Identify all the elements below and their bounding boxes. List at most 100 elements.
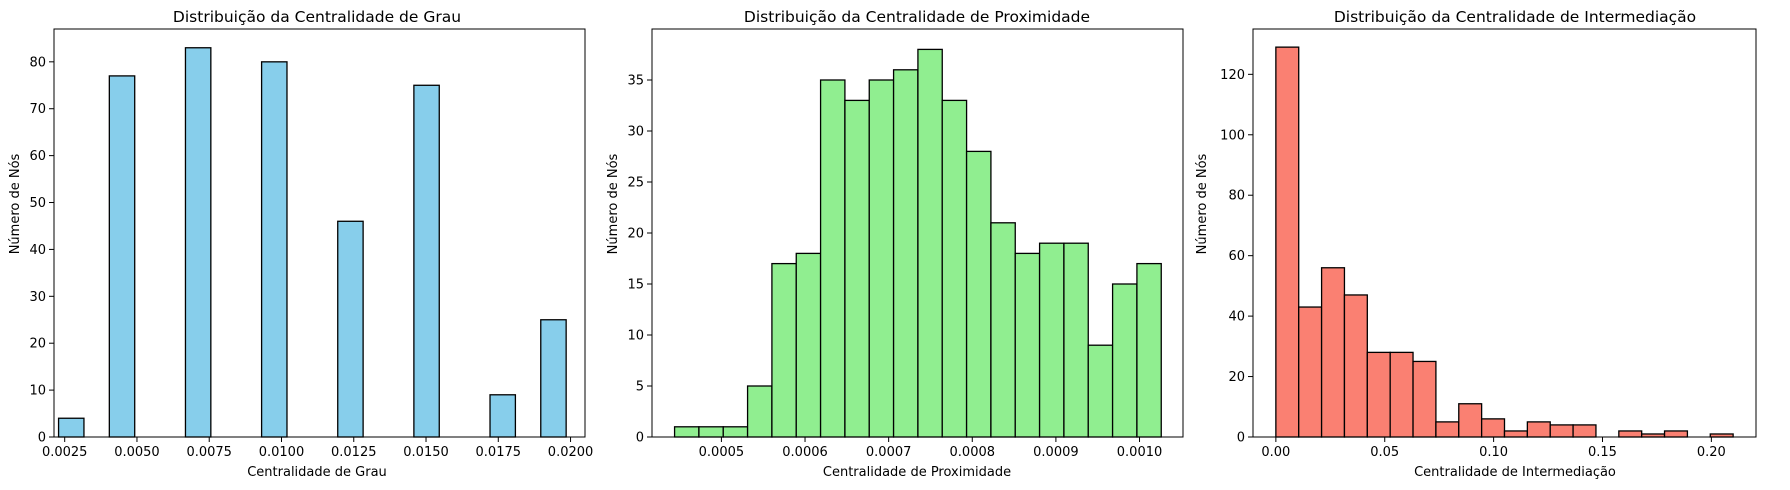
plot-area: 0.0025 0.0050 0.0075 0.0100 0.0125 0.0150 0.01… (29, 28, 594, 460)
histogram-bar (746, 385, 773, 438)
histogram-bar (57, 417, 85, 438)
histogram-bar (892, 69, 919, 438)
y-tick-label: 40 (29, 243, 46, 258)
closeness-centrality-histogram: Distribuição da Centralidade de Proximid… (606, 8, 1184, 480)
x-tick-label: 0.10 (1479, 445, 1508, 460)
histogram-bar (698, 426, 724, 438)
chart-title: Distribuição da Centralidade de Intermed… (1334, 8, 1696, 26)
histogram-bar (673, 426, 700, 438)
x-tick-label: 0.0175 (476, 445, 522, 460)
histogram-bar (1435, 421, 1460, 438)
x-tick-label: 0.0050 (114, 445, 160, 460)
histogram-bar (941, 99, 968, 438)
degree-centrality-histogram: Distribuição da Centralidade de Grau 0.0… (8, 8, 593, 480)
histogram-bar (489, 394, 517, 438)
chart-title: Distribuição da Centralidade de Proximid… (744, 8, 1090, 26)
axes-frame (53, 28, 586, 438)
y-axis-label: Número de Nós (606, 153, 621, 254)
x-tick-label: 0.15 (1588, 445, 1617, 460)
histogram-bar (965, 150, 992, 438)
y-tick-label: 20 (627, 227, 644, 242)
histogram-bar (1275, 46, 1300, 438)
histogram-bar (184, 47, 212, 438)
histogram-bar (1343, 294, 1368, 438)
histogram-bar (1412, 360, 1437, 438)
histogram-bar (540, 319, 567, 438)
y-tick-label: 0 (636, 431, 644, 446)
x-axis-label: Centralidade de Intermediação (1414, 465, 1616, 480)
y-tick-label: 80 (1228, 189, 1245, 204)
y-tick-label: 0 (1237, 431, 1245, 446)
histogram-bar (1063, 242, 1089, 438)
betweenness-centrality-histogram: Distribuição da Centralidade de Intermed… (1195, 8, 1757, 480)
y-tick-label: 10 (29, 384, 46, 399)
y-tick-label: 25 (627, 176, 644, 191)
y-axis-label: Número de Nós (8, 153, 23, 254)
y-tick-label: 20 (1228, 370, 1245, 385)
histogram-bar (1572, 424, 1597, 438)
y-tick-label: 10 (627, 329, 644, 344)
histogram-bar (1136, 262, 1162, 438)
y-tick-label: 70 (29, 102, 46, 117)
plot-area: 0.0005 0.0006 0.0007 0.0008 0.0009 0.0010 0 5 10… (627, 28, 1184, 460)
x-tick-label: 0.0008 (950, 445, 996, 460)
x-tick-label: 0.05 (1370, 445, 1399, 460)
y-tick-label: 15 (627, 278, 644, 293)
x-tick-label: 0.0010 (1117, 445, 1163, 460)
y-tick-label: 60 (1228, 249, 1245, 264)
x-tick-label: 0.0006 (782, 445, 828, 460)
histogram-bar (844, 99, 870, 438)
y-tick-label: 60 (29, 149, 46, 164)
y-tick-label: 120 (1220, 68, 1245, 83)
x-tick-label: 0.0075 (186, 445, 232, 460)
y-tick-label: 30 (29, 290, 46, 305)
histogram-bar (1111, 283, 1138, 438)
histogram-bar (795, 252, 822, 438)
x-tick-label: 0.0150 (403, 445, 449, 460)
histogram-bar (1458, 403, 1483, 438)
x-tick-label: 0.0200 (548, 445, 594, 460)
x-tick-label: 0.00 (1261, 445, 1290, 460)
histogram-bar (1366, 351, 1391, 438)
x-tick-label: 0.20 (1697, 445, 1726, 460)
histogram-bar (1480, 418, 1506, 438)
y-tick-label: 50 (29, 196, 46, 211)
histogram-bar (990, 222, 1016, 438)
histogram-bar (1320, 267, 1346, 438)
histogram-bar (722, 426, 749, 438)
histogram-bar (1298, 306, 1323, 438)
histogram-bar (1503, 430, 1529, 438)
x-tick-label: 0.0100 (259, 445, 305, 460)
x-tick-label: 0.0007 (866, 445, 912, 460)
histogram-bar (1014, 252, 1041, 438)
y-tick-label: 30 (627, 125, 644, 140)
x-tick-label: 0.0005 (699, 445, 745, 460)
y-tick-label: 0 (38, 431, 46, 446)
y-tick-label: 35 (627, 74, 644, 89)
axes-frame (1252, 28, 1757, 438)
y-tick-label: 80 (29, 55, 46, 70)
histogram-bar (1389, 351, 1414, 438)
histogram-bar (1526, 421, 1551, 438)
y-tick-label: 40 (1228, 310, 1245, 325)
x-axis-label: Centralidade de Proximidade (823, 465, 1011, 480)
histogram-bar (771, 262, 797, 438)
chart-title: Distribuição da Centralidade de Grau (173, 8, 461, 26)
histogram-bar (260, 61, 288, 438)
x-axis-label: Centralidade de Grau (247, 465, 387, 480)
histogram-bar (108, 75, 136, 438)
y-axis-label: Número de Nós (1195, 153, 1210, 254)
histogram-bar (819, 79, 846, 438)
y-tick-label: 20 (29, 337, 46, 352)
y-tick-label: 100 (1220, 128, 1245, 143)
histogram-bar (868, 79, 895, 438)
x-tick-label: 0.0125 (331, 445, 377, 460)
histogram-bar (1549, 424, 1574, 438)
histogram-bar (1618, 430, 1643, 438)
x-tick-label: 0.0009 (1033, 445, 1079, 460)
histogram-bar (1663, 430, 1689, 438)
x-tick-label: 0.0025 (42, 445, 88, 460)
histogram-bar (413, 84, 440, 438)
plot-area: 0.00 0.05 0.10 0.15 0.20 0 20 40 60 80 100 120 (1220, 28, 1757, 460)
